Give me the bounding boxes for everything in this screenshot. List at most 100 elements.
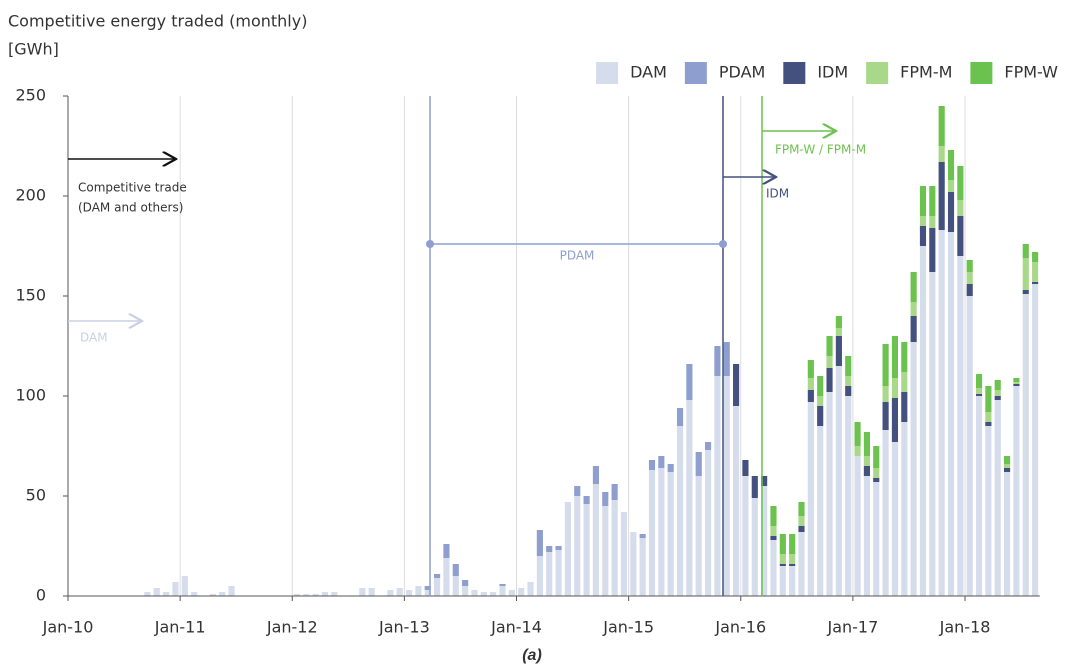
bar-segment <box>985 426 992 596</box>
bar-segment <box>153 588 160 596</box>
bar-segment <box>854 446 861 456</box>
bar-segment <box>1022 244 1029 258</box>
bar-segment <box>947 180 955 192</box>
bar-segment <box>331 592 338 596</box>
bar-segment <box>891 398 899 442</box>
bar-segment <box>761 486 768 596</box>
bar-segment <box>312 594 319 596</box>
annotation: (DAM and others) <box>78 201 183 215</box>
bar-segment <box>723 376 730 596</box>
bar-segment <box>723 342 730 376</box>
legend-label: FPM-W <box>1004 63 1058 82</box>
bar-segment <box>957 216 964 256</box>
bar-segment <box>471 590 478 596</box>
y-tick-label: 0 <box>36 586 46 605</box>
bar-segment <box>854 456 861 596</box>
bar-segment <box>480 592 487 596</box>
annotation: PDAM <box>560 249 595 263</box>
bar-segment <box>574 496 581 596</box>
bar-segment <box>817 406 824 426</box>
bar-segment <box>191 592 198 596</box>
bar-segment <box>144 592 151 596</box>
bar-segment <box>798 532 805 596</box>
x-tick-label: Jan-11 <box>154 618 206 637</box>
bar-segment <box>602 506 609 596</box>
bar-segment <box>639 534 646 538</box>
bar-segment <box>695 452 702 476</box>
bar-segment <box>873 478 880 482</box>
bar-segment <box>630 532 637 596</box>
bar-segment <box>1032 284 1039 596</box>
bar-segment <box>658 468 665 596</box>
bar-segment <box>798 526 805 532</box>
bar-segment <box>667 464 674 472</box>
y-tick-label: 250 <box>15 86 46 105</box>
bar-segment <box>620 512 628 596</box>
bar-segment <box>303 594 310 596</box>
bar-segment <box>1022 294 1029 596</box>
bar-segment <box>994 390 1001 396</box>
x-tick-label: Jan-13 <box>378 618 430 637</box>
legend-swatch <box>866 62 889 84</box>
bar-segment <box>985 422 992 426</box>
bar-segment <box>807 390 814 402</box>
bar-segment <box>919 186 927 216</box>
bar-segment <box>424 586 431 590</box>
bar-segment <box>415 586 422 596</box>
bar-segment <box>1022 290 1029 294</box>
span-end <box>426 240 434 248</box>
bar-segment <box>798 516 805 526</box>
bar-segment <box>452 564 459 576</box>
bar-segment <box>994 400 1001 596</box>
x-tick-label: Jan-18 <box>939 618 991 637</box>
bar-segment <box>1032 252 1039 262</box>
bar-segment <box>1004 464 1011 468</box>
bar-segment <box>994 396 1001 400</box>
bar-segment <box>490 592 497 596</box>
bar-segment <box>910 316 917 342</box>
bar-segment <box>947 150 955 180</box>
bar-segment <box>863 476 870 596</box>
bar-segment <box>518 588 525 596</box>
bar-segment <box>172 582 179 596</box>
bar-segment <box>396 588 403 596</box>
bar-segment <box>1013 382 1020 384</box>
bar-segment <box>798 502 805 516</box>
bar-segment <box>826 356 833 368</box>
bar-segment <box>770 536 777 540</box>
bar-segment <box>863 432 870 456</box>
bar-segment <box>807 378 814 390</box>
bar-segment <box>751 498 758 596</box>
bar-segment <box>770 506 777 526</box>
bar-segment <box>1004 472 1011 596</box>
bar-segment <box>975 388 983 394</box>
bar-segment <box>947 192 955 232</box>
bar-segment <box>676 426 684 596</box>
bar-segment <box>985 386 992 412</box>
bar-segment <box>686 364 693 400</box>
bar-segment <box>826 392 833 596</box>
bar-segment <box>817 376 824 396</box>
bar-segment <box>901 342 908 372</box>
bar-segment <box>919 226 927 246</box>
bar-segment <box>789 566 796 596</box>
bar-segment <box>405 590 413 596</box>
bar-segment <box>1013 386 1020 596</box>
bar-segment <box>919 246 927 596</box>
bar-segment <box>901 392 908 422</box>
annotation: IDM <box>766 187 789 201</box>
bar-segment <box>910 342 917 596</box>
x-tick-label: Jan-16 <box>714 618 766 637</box>
bar-segment <box>733 406 740 596</box>
bar-segment <box>443 558 450 596</box>
bar-segment <box>789 564 796 566</box>
chart-title: Competitive energy traded (monthly) <box>8 12 307 31</box>
bar-segment <box>592 484 600 596</box>
bar-segment <box>966 260 973 272</box>
bar-segment <box>733 364 740 406</box>
bar-segment <box>209 594 216 596</box>
bar-segment <box>536 556 543 596</box>
bar-segment <box>499 586 506 596</box>
bar-segment <box>891 336 899 378</box>
bar-segment <box>807 402 814 596</box>
